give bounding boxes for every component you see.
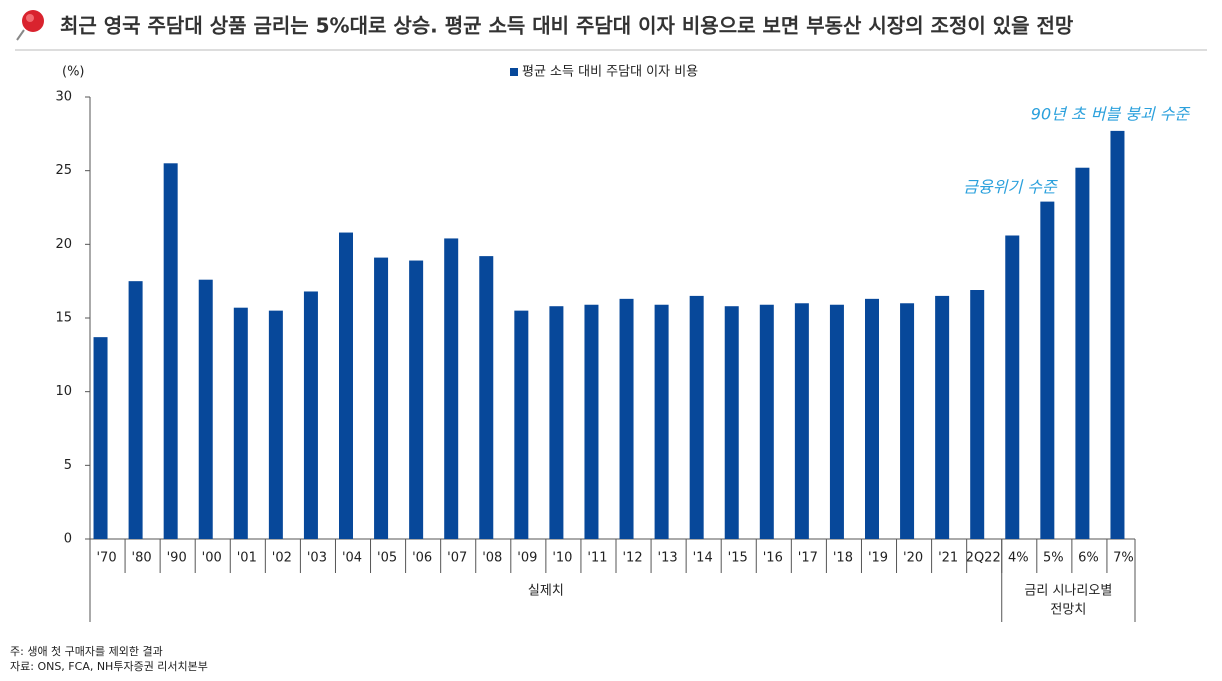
x-tick-label: '12	[622, 551, 642, 566]
x-tick-label: '13	[658, 551, 678, 566]
bar	[794, 303, 809, 539]
x-tick-label: '05	[377, 551, 397, 566]
bar	[1075, 167, 1090, 539]
bar	[409, 260, 424, 539]
y-tick-label: 0	[64, 532, 72, 547]
bar	[900, 303, 915, 539]
footnote: 주: 생애 첫 구매자를 제외한 결과	[10, 645, 163, 658]
x-tick-label: '18	[833, 551, 853, 566]
x-tick-label: '17	[798, 551, 818, 566]
bar	[970, 290, 985, 539]
x-tick-label: '03	[307, 551, 327, 566]
x-tick-label: 5%	[1043, 551, 1064, 566]
group-label: 금리 시나리오별	[1024, 584, 1112, 599]
x-tick-label: 7%	[1113, 551, 1134, 566]
y-tick-label: 30	[55, 90, 72, 105]
annotation: 금융위기 수준	[963, 178, 1058, 197]
chart-title: 최근 영국 주담대 상품 금리는 5%대로 상승. 평균 소득 대비 주담대 이…	[60, 14, 1074, 38]
x-tick-label: '70	[96, 551, 116, 566]
y-unit: (%)	[62, 65, 85, 80]
bar	[584, 304, 599, 539]
bar	[479, 256, 494, 539]
bar	[374, 257, 389, 539]
y-tick-label: 15	[55, 311, 72, 326]
y-tick-label: 20	[55, 237, 72, 252]
bar	[654, 304, 669, 539]
bar	[935, 295, 950, 539]
x-tick-label: '15	[728, 551, 748, 566]
bar	[865, 298, 879, 539]
x-tick-label: '10	[552, 551, 572, 566]
bar	[689, 295, 704, 539]
bar	[759, 304, 774, 539]
bar	[303, 291, 318, 539]
x-tick-label: '14	[693, 551, 713, 566]
source: 자료: ONS, FCA, NH투자증권 리서치본부	[10, 660, 208, 673]
legend-label: 평균 소득 대비 주담대 이자 비용	[522, 65, 698, 80]
pin-highlight	[26, 14, 34, 22]
bar	[339, 232, 353, 539]
x-tick-label: 2Q22	[966, 551, 1001, 566]
x-tick-label: '19	[868, 551, 888, 566]
x-tick-label: '09	[517, 551, 537, 566]
x-tick-label: 4%	[1008, 551, 1029, 566]
group-label: 전망치	[1050, 603, 1086, 618]
bar	[444, 238, 459, 539]
bar	[1040, 201, 1055, 539]
y-tick-label: 10	[55, 384, 72, 399]
x-tick-label: '04	[342, 551, 362, 566]
pin-icon	[22, 10, 44, 32]
group-label: 실제치	[528, 584, 564, 599]
x-tick-label: '01	[237, 551, 257, 566]
bar	[724, 306, 739, 539]
bar	[619, 298, 634, 539]
y-tick-label: 5	[64, 458, 72, 473]
legend-swatch	[510, 68, 518, 76]
bar	[163, 163, 178, 540]
bar	[268, 310, 283, 539]
x-tick-label: '02	[272, 551, 292, 566]
x-tick-label: 6%	[1078, 551, 1099, 566]
bar	[233, 307, 248, 539]
bar	[93, 337, 108, 539]
bar	[829, 304, 844, 539]
x-tick-label: '20	[903, 551, 923, 566]
x-tick-label: '11	[587, 551, 607, 566]
x-tick-label: '07	[447, 551, 467, 566]
x-tick-label: '06	[412, 551, 432, 566]
bar	[514, 310, 529, 539]
x-tick-label: '90	[167, 551, 187, 566]
bar	[128, 281, 143, 539]
bar	[198, 279, 213, 539]
bar	[1110, 130, 1125, 540]
annotation: 90년 초 버블 붕괴 수준	[1031, 105, 1191, 124]
x-tick-label: '08	[482, 551, 502, 566]
bar	[549, 306, 564, 539]
x-tick-label: '21	[938, 551, 958, 566]
x-tick-label: '16	[763, 551, 783, 566]
x-tick-label: '00	[202, 551, 222, 566]
bar	[1005, 235, 1020, 539]
pin-needle	[16, 29, 25, 41]
y-tick-label: 25	[55, 163, 72, 178]
x-tick-label: '80	[132, 551, 152, 566]
